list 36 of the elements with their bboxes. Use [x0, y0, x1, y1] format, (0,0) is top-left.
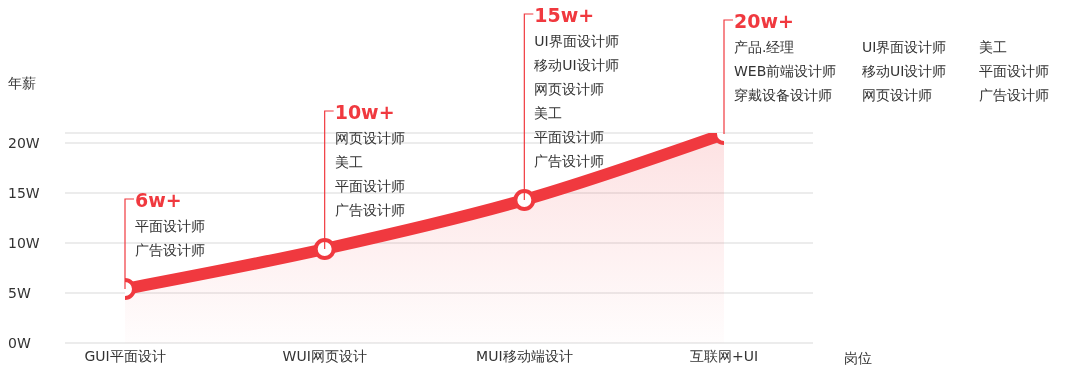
x-tick-label: 互联网+UI: [689, 347, 759, 364]
annotation: 平面设计师: [534, 129, 605, 145]
annotation: 20w+: [734, 10, 794, 32]
text: 网页设计师: [862, 87, 932, 103]
text: 网页设计师: [534, 81, 605, 97]
annotation: 平面设计师: [334, 178, 405, 194]
annotation: 15w+: [534, 4, 595, 26]
text: 美工: [534, 105, 563, 121]
annotation: 广告设计师: [334, 202, 405, 218]
y-tick-label: 5W: [8, 285, 31, 301]
annotation: 广告设计师: [534, 153, 605, 169]
y-tick-label: 15W: [8, 185, 40, 201]
text: UI界面设计师: [534, 33, 619, 49]
annotation: 10w+: [334, 101, 395, 123]
annotation: 平面设计师: [135, 218, 205, 234]
x-axis-title: 岗位: [844, 350, 872, 366]
y-axis-title: 年薪: [8, 75, 36, 91]
x-tick-label: WUI网页设计: [282, 347, 367, 364]
x-tick-label: MUI移动端设计: [476, 347, 573, 364]
annotation: 广告设计师: [135, 242, 205, 258]
text: 美工: [979, 39, 1007, 55]
text: 平面设计师: [979, 63, 1049, 79]
x-tick-label: GUI平面设计: [84, 347, 166, 364]
y-tick-label: 10W: [8, 235, 40, 251]
text: 穿戴设备设计师: [734, 87, 832, 103]
annotation: 网页设计师: [334, 130, 405, 146]
text: 广告设计师: [979, 87, 1049, 103]
text: UI界面设计师: [862, 39, 947, 55]
text: 移动UI设计师: [534, 57, 619, 73]
text: 产品.经理: [734, 39, 795, 55]
text: 移动UI设计师: [862, 63, 947, 79]
y-tick-label: 20W: [8, 135, 40, 151]
text: WEB前端设计师: [734, 63, 837, 79]
annotation: 6w+: [135, 189, 182, 211]
annotation: 美工: [334, 154, 363, 170]
y-tick-label: 0W: [8, 335, 31, 351]
